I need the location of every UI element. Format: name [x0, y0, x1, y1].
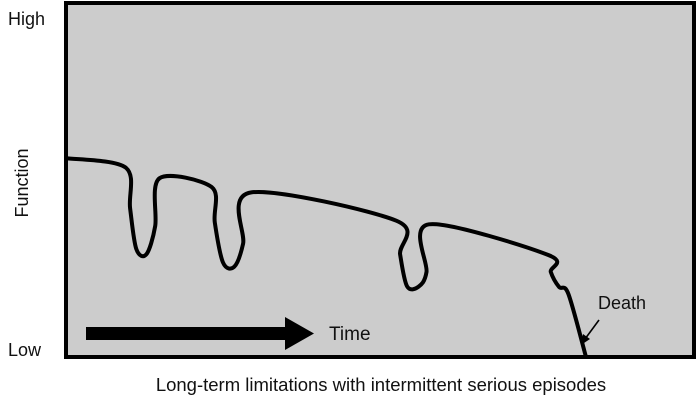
y-axis-label: Function: [12, 148, 32, 217]
y-tick-high: High: [8, 9, 45, 29]
time-arrow-shaft: [86, 327, 290, 340]
chart-caption: Long-term limitations with intermittent …: [156, 374, 606, 395]
time-arrow-head: [285, 317, 314, 350]
plot-area: [66, 3, 694, 357]
y-tick-low: Low: [8, 340, 42, 360]
time-arrow: [86, 317, 314, 350]
plot-frame: [64, 1, 696, 359]
function-curve-0: [65, 156, 588, 358]
death-pointer: [581, 319, 600, 345]
death-annotation: Death: [598, 293, 646, 313]
time-label: Time: [329, 324, 371, 345]
